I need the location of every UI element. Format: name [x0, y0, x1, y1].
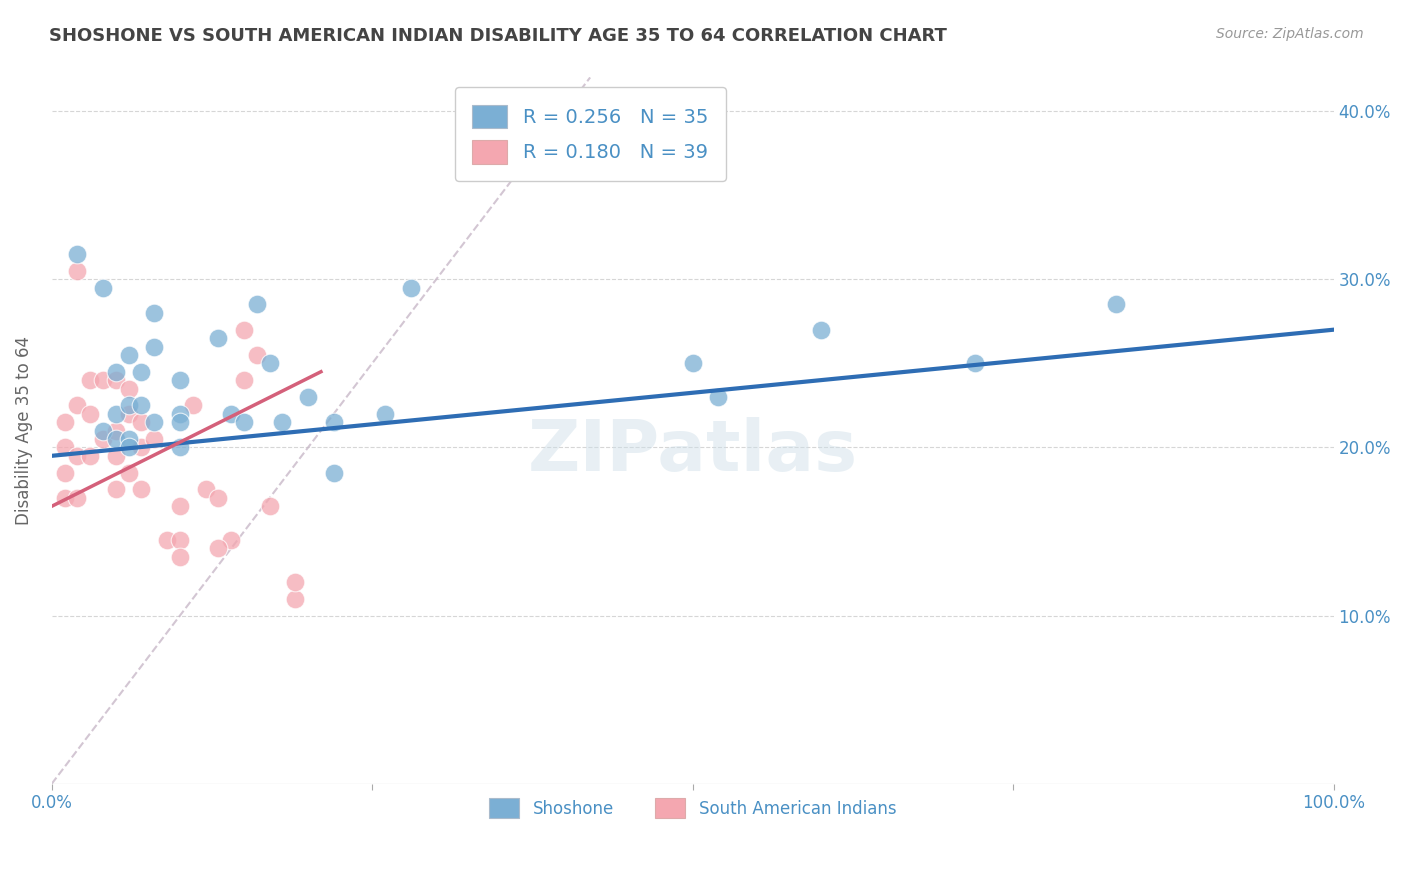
Point: [118, 432, 141, 446]
Point: [104, 365, 127, 379]
Point: [169, 549, 191, 564]
Point: [91, 373, 114, 387]
Point: [66, 449, 89, 463]
Point: [66, 247, 89, 261]
Point: [79, 407, 101, 421]
Point: [66, 398, 89, 412]
Point: [246, 348, 269, 362]
Y-axis label: Disability Age 35 to 64: Disability Age 35 to 64: [15, 336, 32, 525]
Point: [374, 407, 396, 421]
Point: [284, 574, 307, 589]
Point: [169, 415, 191, 429]
Point: [143, 415, 166, 429]
Point: [181, 398, 204, 412]
Point: [297, 390, 319, 404]
Point: [169, 441, 191, 455]
Point: [118, 441, 141, 455]
Point: [207, 491, 229, 505]
Text: ZIPatlas: ZIPatlas: [527, 417, 858, 486]
Point: [104, 432, 127, 446]
Point: [104, 407, 127, 421]
Point: [143, 306, 166, 320]
Point: [682, 356, 704, 370]
Point: [53, 415, 76, 429]
Point: [284, 591, 307, 606]
Point: [118, 407, 141, 421]
Point: [169, 407, 191, 421]
Point: [233, 323, 256, 337]
Point: [246, 297, 269, 311]
Point: [1105, 297, 1128, 311]
Point: [131, 365, 153, 379]
Text: SHOSHONE VS SOUTH AMERICAN INDIAN DISABILITY AGE 35 TO 64 CORRELATION CHART: SHOSHONE VS SOUTH AMERICAN INDIAN DISABI…: [49, 27, 948, 45]
Point: [66, 491, 89, 505]
Point: [169, 533, 191, 547]
Point: [53, 441, 76, 455]
Point: [79, 373, 101, 387]
Point: [118, 382, 141, 396]
Point: [322, 415, 344, 429]
Point: [118, 348, 141, 362]
Point: [143, 339, 166, 353]
Point: [259, 500, 281, 514]
Point: [118, 466, 141, 480]
Legend: Shoshone, South American Indians: Shoshone, South American Indians: [482, 791, 903, 825]
Point: [271, 415, 294, 429]
Point: [104, 483, 127, 497]
Point: [66, 264, 89, 278]
Point: [131, 415, 153, 429]
Point: [118, 398, 141, 412]
Point: [131, 398, 153, 412]
Point: [219, 533, 242, 547]
Point: [322, 466, 344, 480]
Point: [169, 500, 191, 514]
Point: [233, 373, 256, 387]
Point: [131, 483, 153, 497]
Point: [707, 390, 730, 404]
Point: [169, 373, 191, 387]
Point: [399, 280, 422, 294]
Point: [233, 415, 256, 429]
Point: [156, 533, 179, 547]
Point: [53, 491, 76, 505]
Point: [91, 424, 114, 438]
Point: [104, 424, 127, 438]
Point: [131, 441, 153, 455]
Point: [259, 356, 281, 370]
Point: [53, 466, 76, 480]
Point: [143, 432, 166, 446]
Point: [104, 373, 127, 387]
Point: [810, 323, 832, 337]
Point: [91, 432, 114, 446]
Point: [219, 407, 242, 421]
Point: [963, 356, 986, 370]
Point: [207, 541, 229, 556]
Point: [91, 280, 114, 294]
Text: Source: ZipAtlas.com: Source: ZipAtlas.com: [1216, 27, 1364, 41]
Point: [207, 331, 229, 345]
Point: [194, 483, 217, 497]
Point: [104, 449, 127, 463]
Point: [79, 449, 101, 463]
